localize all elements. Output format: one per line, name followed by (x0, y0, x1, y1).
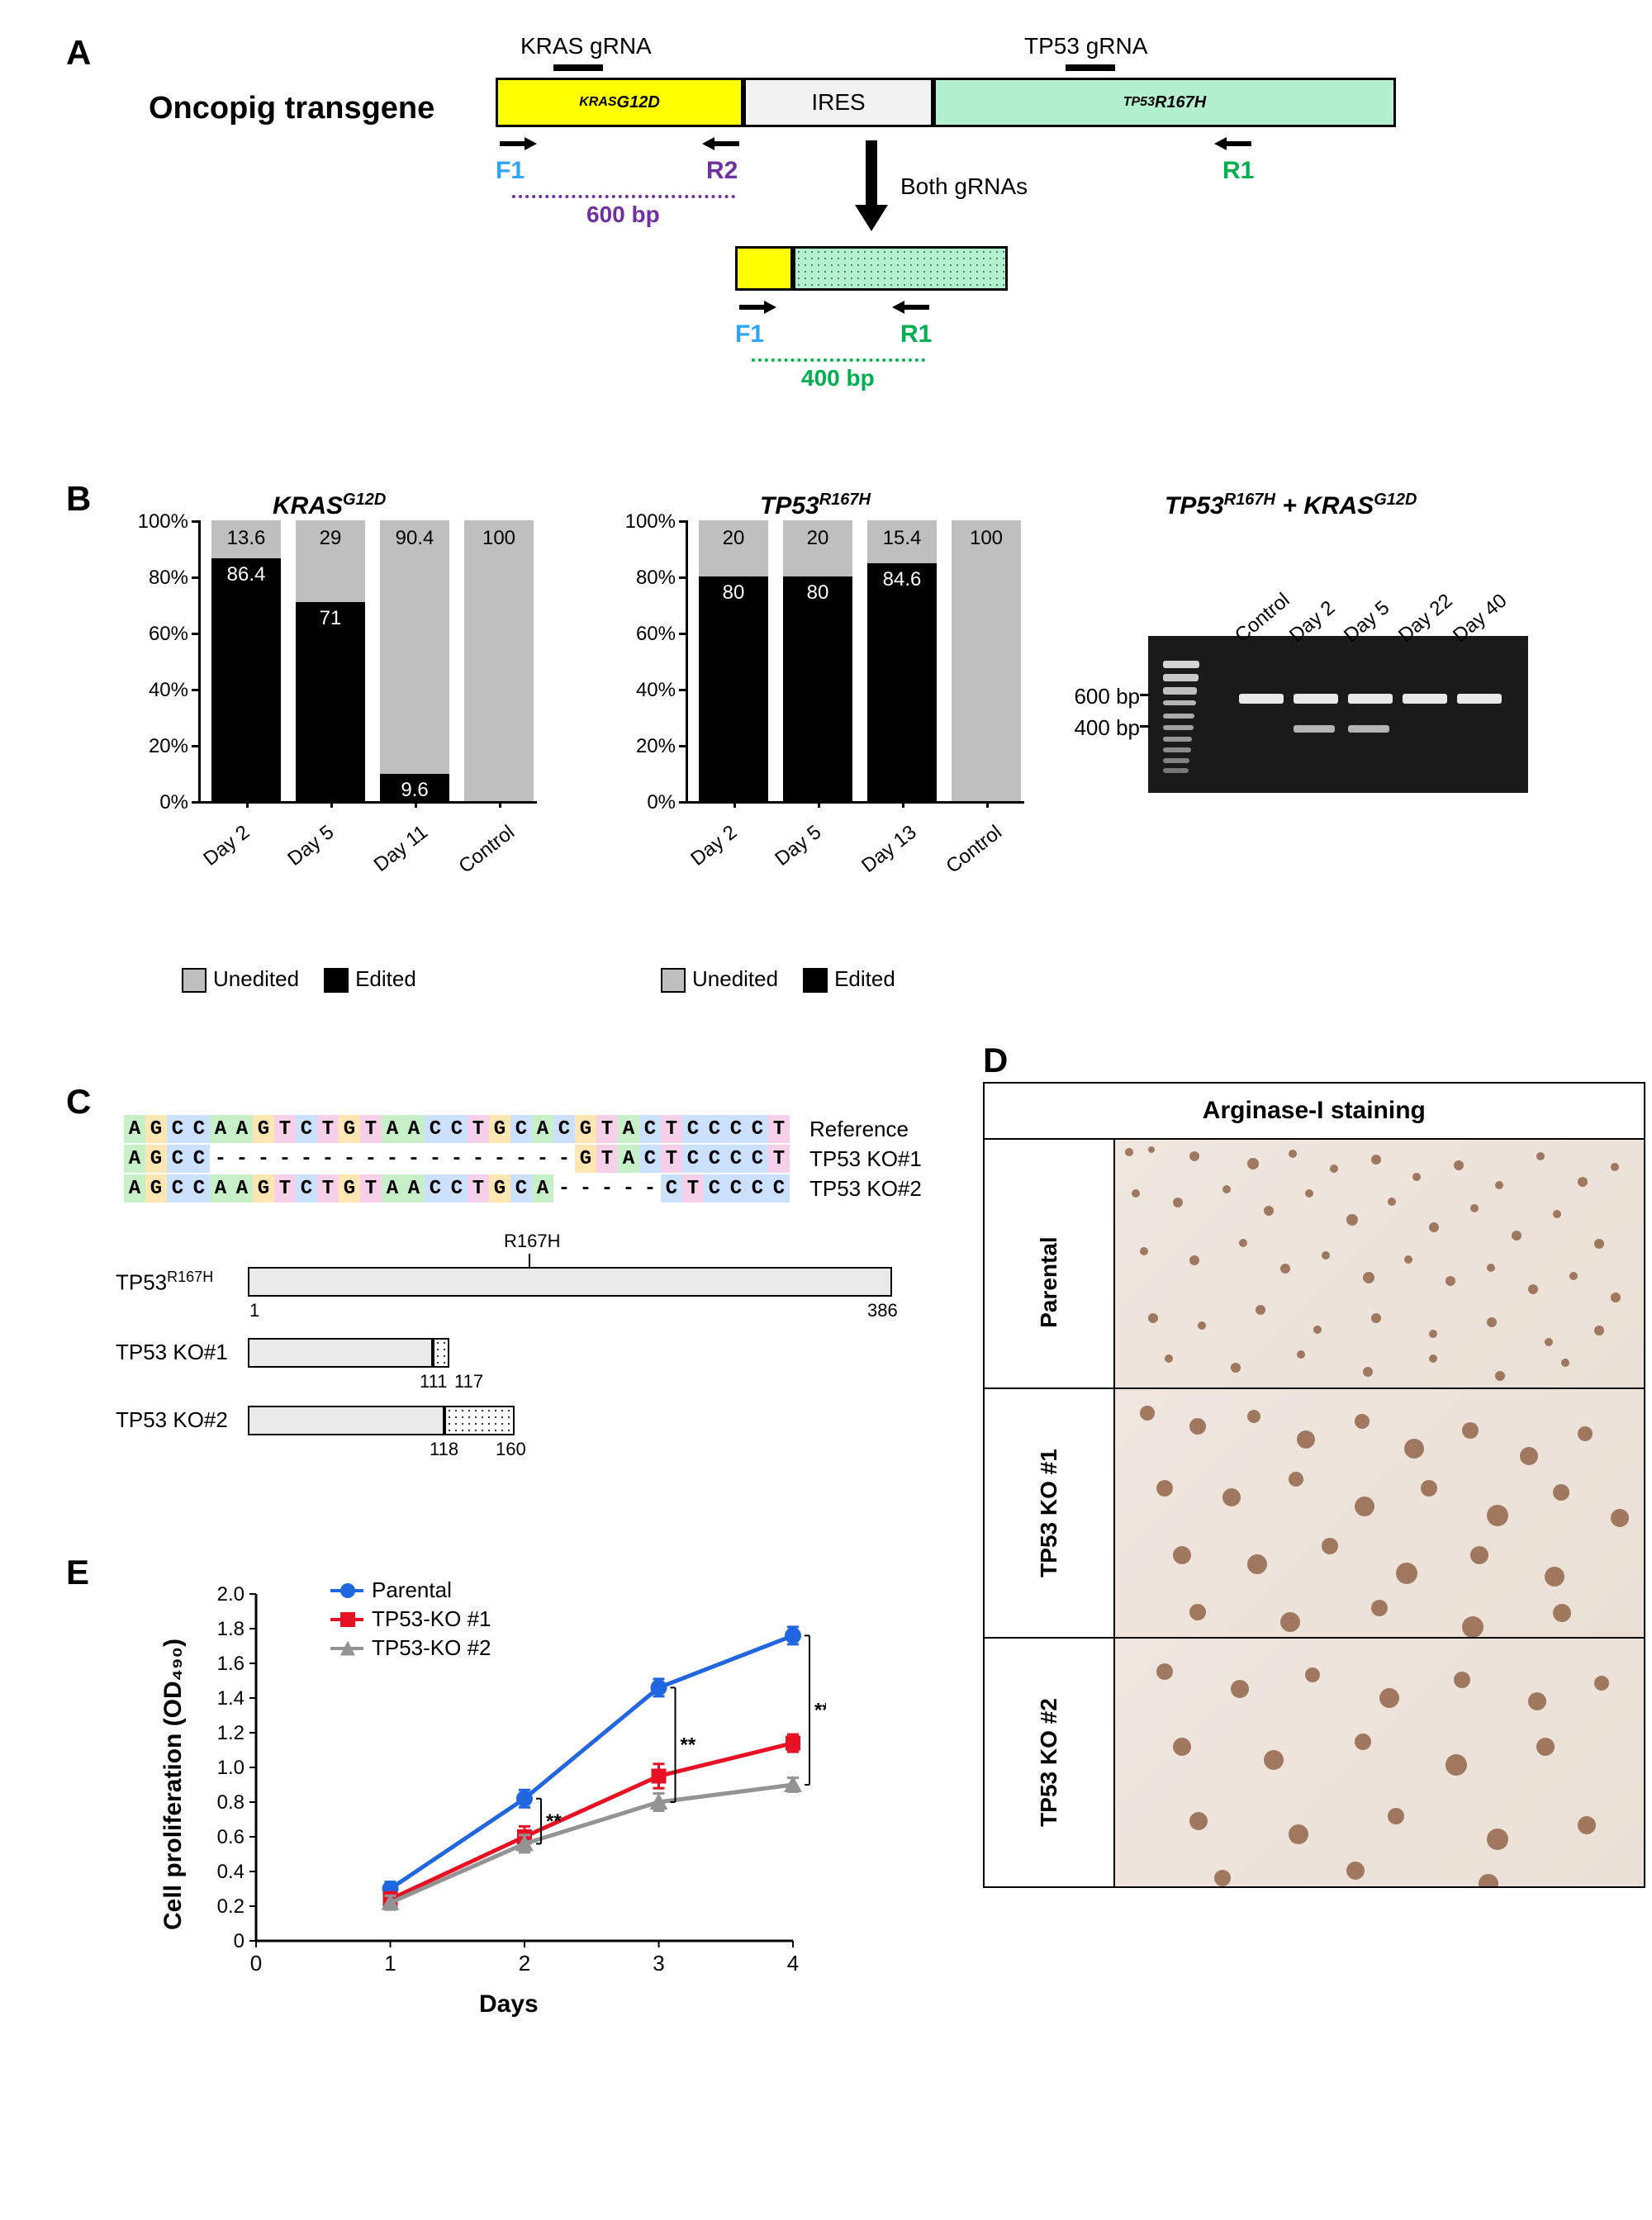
both-grna-arrow (851, 140, 892, 231)
tp53-chart: TP53R167H 0%20%40%60%80%100%8020Day 2802… (644, 520, 1041, 884)
svg-text:1.6: 1.6 (217, 1653, 244, 1675)
kras-legend: Unedited Edited (182, 966, 416, 993)
primer-f1-label-top: F1 (496, 157, 525, 185)
svg-text:**: ** (814, 1700, 826, 1722)
seq-ko1: AGCC-----------------GTACTCCCCT (124, 1145, 790, 1173)
arginase-header: Arginase-I staining (984, 1083, 1645, 1139)
row-cd: C AGCCAAGTCTGTAACCTGCACGTACTCCCCT AGCC--… (33, 1065, 1619, 1528)
primer-r2-label: R2 (706, 157, 738, 185)
edited-kras-box (735, 246, 793, 291)
primer-r1-bot (892, 297, 933, 317)
panel-c-label: C (66, 1082, 91, 1122)
figure-root: A Oncopig transgene KRAS gRNA TP53 gRNA … (33, 33, 1619, 2065)
kras-grna-label: KRAS gRNA (520, 33, 652, 59)
prot-ko1-label: TP53 KO#1 (116, 1340, 228, 1365)
proliferation-svg: 0 0.2 0.4 0.6 0.8 1.0 1.2 1.4 1.6 1.8 2.0 0 1 2 3 4 ** **… (198, 1577, 826, 1990)
kras-box-sup: G12D (617, 93, 660, 112)
r167h-label: R167H (504, 1231, 560, 1252)
primer-r1-top (1214, 134, 1256, 154)
svg-text:4: 4 (787, 1951, 799, 1976)
gel-image: 600 bp 400 bp ControlDay 2Day 5Day 22Day… (1148, 636, 1528, 793)
seq-ko1-name: TP53 KO#1 (809, 1146, 922, 1172)
ires-box-text: IRES (811, 89, 865, 116)
svg-text:0.8: 0.8 (217, 1791, 244, 1814)
prot-full-label: TP53R167H (116, 1269, 213, 1296)
prot-ko2-bar (248, 1406, 444, 1435)
prot-ko2-label: TP53 KO#2 (116, 1407, 228, 1433)
seq-ko2-name: TP53 KO#2 (809, 1176, 922, 1202)
svg-text:3: 3 (653, 1951, 664, 1976)
e-legend: ParentalTP53-KO #1TP53-KO #2 (330, 1577, 491, 1664)
e-ylabel: Cell proliferation (OD₄₉₀) (159, 1633, 188, 1930)
amplicon-400-text: 400 bp (801, 365, 875, 391)
svg-text:1.4: 1.4 (217, 1687, 244, 1710)
seq-ko2: AGCCAAGTCTGTAACCTGCA-----CTCCCC (124, 1174, 790, 1202)
bp600-label: 600 bp (1057, 684, 1140, 709)
proliferation-chart: 0 0.2 0.4 0.6 0.8 1.0 1.2 1.4 1.6 1.8 2.0 0 1 2 3 4 ** **… (198, 1577, 826, 1990)
tp53-grna-bar (1066, 64, 1115, 71)
tp53-grna-label: TP53 gRNA (1024, 33, 1147, 59)
combo-chart-title: TP53R167H + KRASG12D (1165, 491, 1417, 520)
svg-text:1.0: 1.0 (217, 1757, 244, 1779)
panel-a: A Oncopig transgene KRAS gRNA TP53 gRNA … (33, 33, 1619, 479)
tp53-box-text: TP53 (1123, 95, 1155, 110)
panel-a-title: Oncopig transgene (149, 91, 434, 126)
panel-d-label: D (983, 1041, 1008, 1080)
panel-b: B KRASG12D 0%20%40%60%80%100%86.413.6Day… (33, 496, 1619, 1057)
seq-ref: AGCCAAGTCTGTAACCTGCACGTACTCCCCT (124, 1115, 790, 1143)
kras-grna-bar (553, 64, 603, 71)
svg-text:1.2: 1.2 (217, 1722, 244, 1744)
primer-f1-bot (735, 297, 776, 317)
tp53-chart-title: TP53R167H (760, 491, 871, 520)
amplicon-600-line (512, 195, 735, 198)
primer-f1-top (496, 134, 537, 154)
e-xlabel: Days (479, 1990, 539, 2018)
panel-b-label: B (66, 479, 91, 519)
panel-a-label: A (66, 33, 91, 73)
svg-text:**: ** (681, 1734, 696, 1757)
kras-box-text: KRAS (579, 95, 616, 110)
prot-ko1-bar (248, 1338, 433, 1368)
kras-chart: KRASG12D 0%20%40%60%80%100%86.413.6Day 2… (157, 520, 553, 884)
tp53-box-sup: R167H (1155, 93, 1206, 112)
bp400-label: 400 bp (1057, 715, 1140, 741)
svg-text:**: ** (546, 1810, 562, 1833)
kras-box: KRASG12D (496, 78, 743, 127)
svg-text:0: 0 (234, 1930, 244, 1952)
primer-f1-label-bot: F1 (735, 320, 764, 349)
svg-text:2.0: 2.0 (217, 1583, 244, 1606)
edited-tp53-box (793, 246, 1008, 291)
kras-chart-title: KRASG12D (273, 491, 386, 520)
svg-text:0: 0 (250, 1951, 262, 1976)
amplicon-400-line (752, 358, 925, 362)
tp53-legend: Unedited Edited (661, 966, 895, 993)
svg-text:2: 2 (519, 1951, 530, 1976)
svg-text:0.2: 0.2 (217, 1895, 244, 1918)
primer-r2-top (702, 134, 743, 154)
prot-full-bar (248, 1267, 892, 1297)
tp53-box: TP53R167H (933, 78, 1396, 127)
d-img-parental (1115, 1140, 1644, 1388)
prot-ko2-fs (444, 1406, 515, 1435)
svg-text:0.6: 0.6 (217, 1826, 244, 1848)
primer-r1-label-top: R1 (1222, 157, 1254, 185)
panel-e-label: E (66, 1553, 89, 1592)
svg-text:1.8: 1.8 (217, 1618, 244, 1640)
seq-ref-name: Reference (809, 1117, 909, 1142)
d-row-parental-label: Parental (1036, 1199, 1062, 1328)
primer-r1-label-bot: R1 (900, 320, 932, 349)
svg-text:1: 1 (384, 1951, 396, 1976)
prot-ko1-fs (433, 1338, 449, 1368)
svg-text:0.4: 0.4 (217, 1861, 244, 1883)
amplicon-600-text: 600 bp (586, 202, 660, 228)
panel-e: E 0 0.2 0.4 0.6 0.8 1.0 1.2 1.4 1.6 1.8 2.0 0 1 2 3 4 **… (33, 1553, 1619, 2065)
ires-box: IRES (743, 78, 933, 127)
both-grna-label: Both gRNAs (900, 173, 1028, 200)
